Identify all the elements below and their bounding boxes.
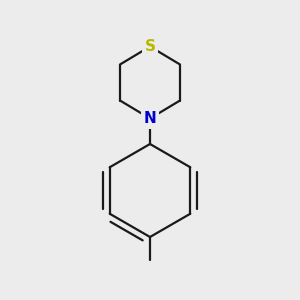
Text: N: N — [144, 111, 156, 126]
Text: S: S — [145, 39, 155, 54]
